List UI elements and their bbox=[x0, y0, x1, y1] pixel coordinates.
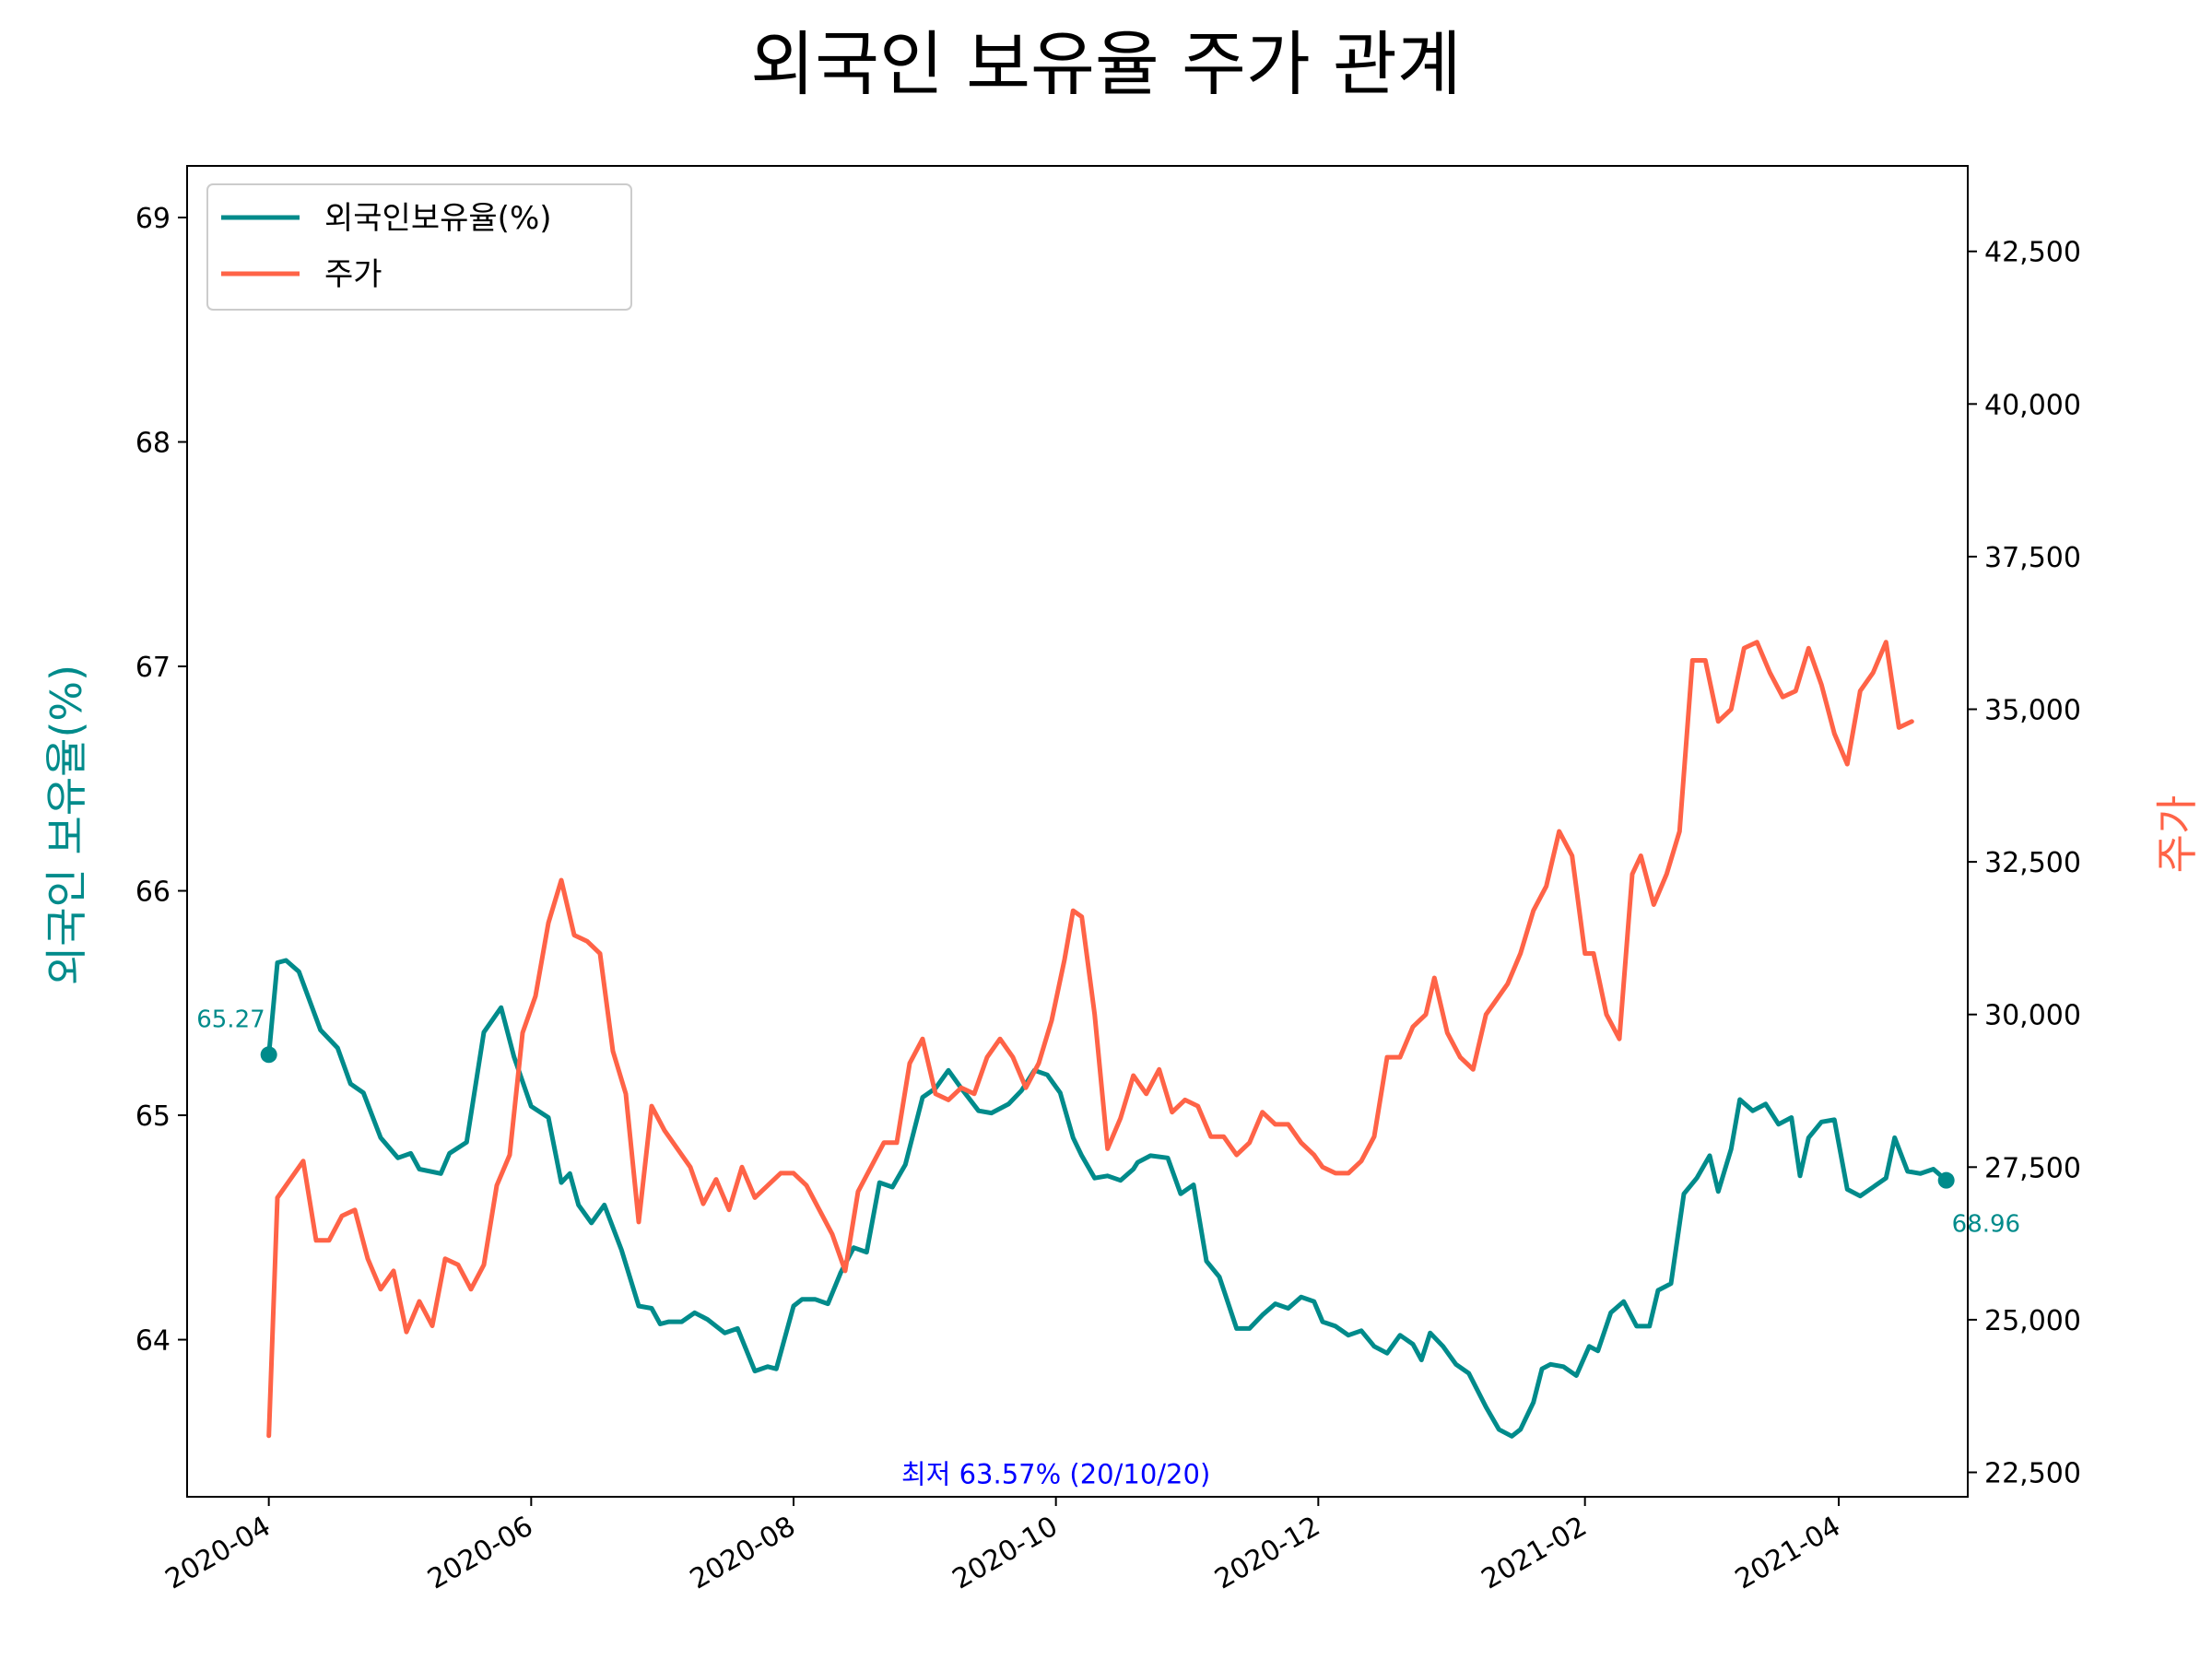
y-right-tick-label-5: 35,000 bbox=[1984, 695, 2081, 727]
y-left-tick-label-4: 68 bbox=[135, 428, 171, 460]
legend-label-foreign-ratio: 외국인보유율(%) bbox=[324, 200, 552, 237]
marker-end-point bbox=[1937, 1171, 1955, 1189]
chart-title: 외국인 보유율 주가 관계 bbox=[750, 23, 1462, 105]
marker-start-point bbox=[260, 1046, 277, 1064]
y-right-tick-label-8: 42,500 bbox=[1984, 237, 2081, 269]
legend-box bbox=[206, 183, 632, 311]
legend: 외국인보유율(%) 주가 bbox=[206, 183, 632, 311]
annotation-layer: 65.27 최저 63.57% (20/10/20) 68.96 bbox=[196, 1006, 2020, 1489]
y-left-tick-label-2: 66 bbox=[135, 877, 171, 909]
y-right-tick-label-2: 27,500 bbox=[1984, 1152, 2081, 1184]
legend-label-price: 주가 bbox=[324, 256, 382, 293]
annotation-min-value: 최저 63.57% (20/10/20) bbox=[901, 1459, 1210, 1490]
y-left-tick-label-1: 65 bbox=[135, 1100, 171, 1133]
series-line-1 bbox=[266, 640, 1914, 1439]
y-right-tick-label-3: 30,000 bbox=[1984, 1000, 2081, 1032]
y-right-tick-label-1: 25,000 bbox=[1984, 1305, 2081, 1337]
y-left-tick-label-3: 67 bbox=[135, 652, 171, 684]
y-left-tick-label-5: 69 bbox=[135, 203, 171, 235]
y-right-tick-label-0: 22,500 bbox=[1984, 1458, 2081, 1490]
series-layer bbox=[260, 640, 1955, 1439]
axes-frame bbox=[186, 165, 1969, 1498]
y-axis-right-label: 주가 bbox=[2152, 795, 2202, 874]
plot-background bbox=[187, 166, 1968, 1497]
y-right-tick-label-6: 37,500 bbox=[1984, 542, 2081, 574]
y-axis-left-label: 외국인 보유율(%) bbox=[41, 665, 91, 985]
y-right-tick-label-4: 32,500 bbox=[1984, 847, 2081, 879]
annotation-end-value: 68.96 bbox=[1952, 1211, 2020, 1239]
annotation-start-value: 65.27 bbox=[196, 1006, 265, 1033]
y-right-tick-label-7: 40,000 bbox=[1984, 389, 2081, 421]
series-line-0 bbox=[266, 958, 1949, 1439]
y-left-tick-label-0: 64 bbox=[135, 1325, 171, 1358]
plot-area bbox=[187, 166, 1968, 1497]
